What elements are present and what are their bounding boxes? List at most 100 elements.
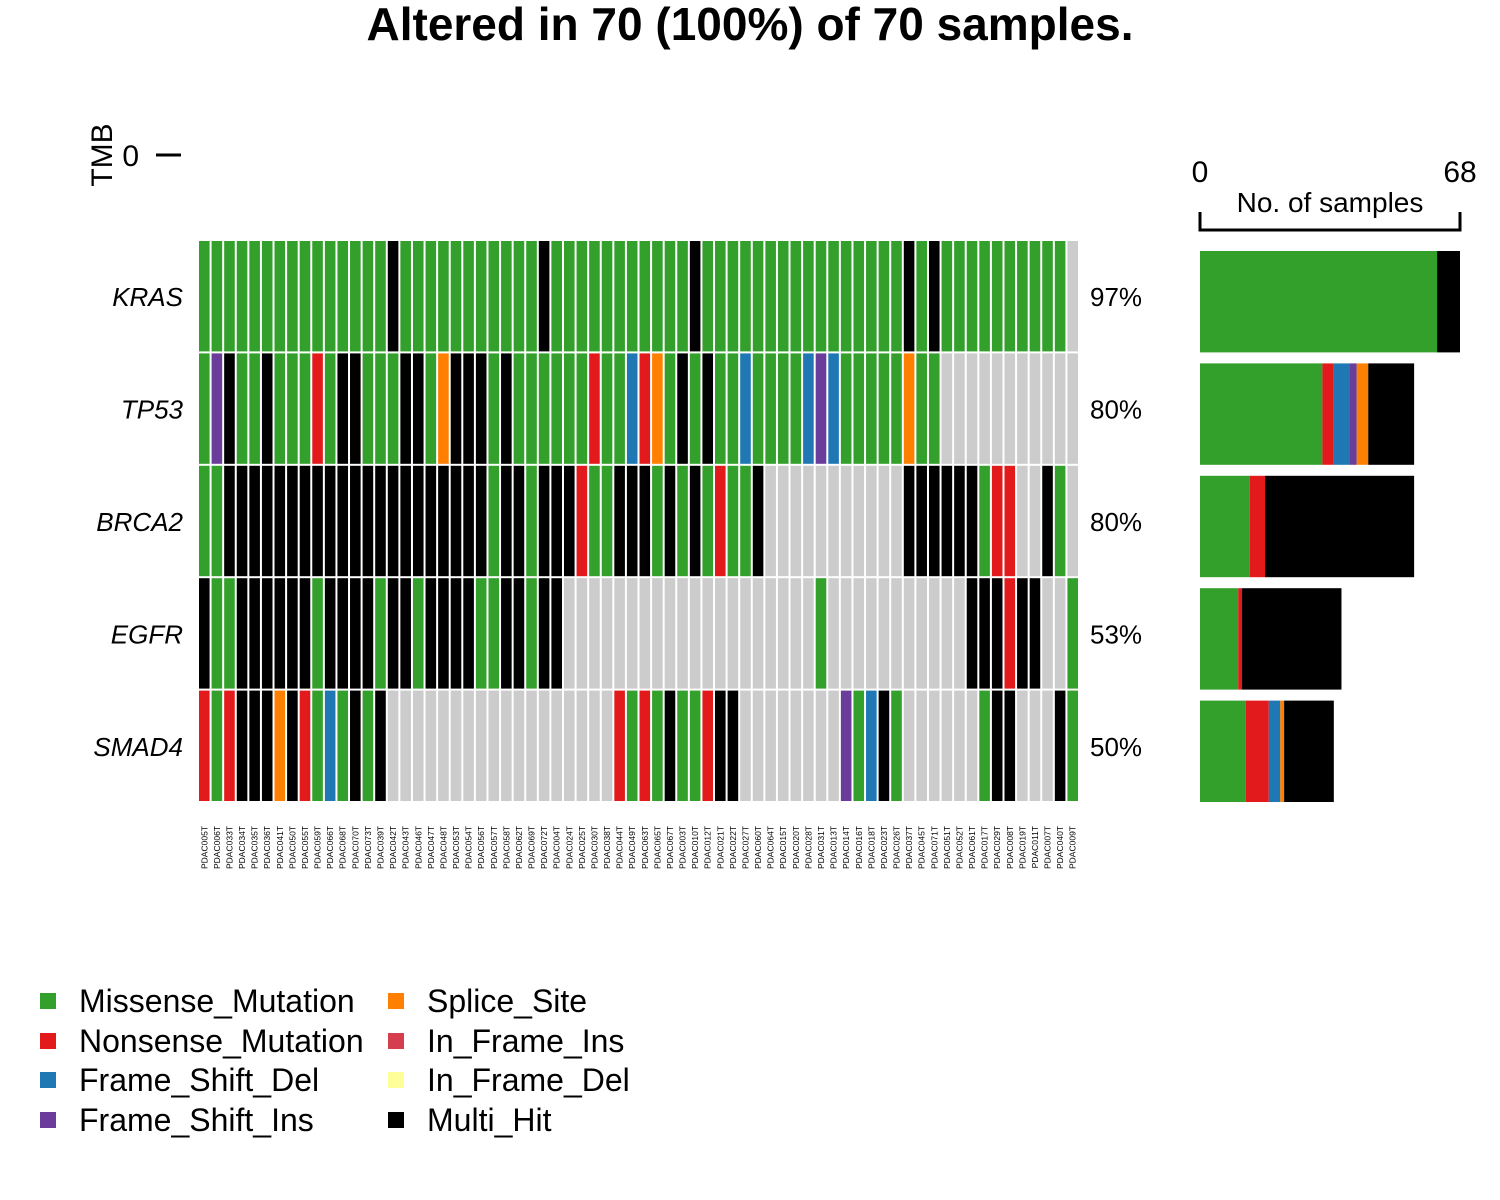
cell-brca2-pdac051t <box>941 465 953 577</box>
cell-brca2-pdac033t <box>224 465 235 577</box>
cell-tp53-pdac046t <box>412 353 424 464</box>
cell-brca2-pdac066t <box>324 465 336 577</box>
cell-brca2-pdac042t <box>387 465 399 577</box>
cell-kras-pdac006t <box>211 241 223 352</box>
cell-kras-pdac043t <box>400 241 411 352</box>
cell-brca2-pdac008t <box>1004 465 1016 577</box>
cell-kras-pdac040t <box>1054 241 1066 352</box>
cell-tp53-pdac015t <box>777 353 789 464</box>
cell-kras-pdac020t <box>790 241 802 352</box>
cell-smad4-pdac013t <box>828 690 839 801</box>
cell-kras-pdac060t <box>752 241 764 352</box>
cell-kras-pdac012t <box>702 241 714 352</box>
legend-label: Splice_Site <box>427 983 588 1019</box>
cell-smad4-pdac029t <box>991 690 1003 801</box>
cell-tp53-pdac034t <box>236 353 248 464</box>
cell-smad4-pdac016t <box>853 690 865 801</box>
cell-brca2-pdac030t <box>589 465 600 577</box>
side-bar-kras-multi_hit <box>1437 251 1460 353</box>
sample-label-pdac015t: PDAC015T <box>778 826 788 869</box>
cell-smad4-pdac063t <box>639 690 651 801</box>
cell-tp53-pdac061t <box>966 353 978 464</box>
sample-label-pdac053t: PDAC053T <box>451 826 461 869</box>
cell-brca2-pdac022t <box>727 465 739 577</box>
cell-tp53-pdac069t <box>526 353 537 464</box>
sample-label-pdac023t: PDAC023T <box>879 826 889 869</box>
cell-tp53-pdac021t <box>715 353 726 464</box>
sample-label-pdac028t: PDAC028T <box>803 826 813 869</box>
cell-brca2-pdac020t <box>790 465 802 577</box>
cell-egfr-pdac017t <box>979 578 990 689</box>
cell-tp53-pdac009t <box>1067 353 1078 464</box>
cell-kras-pdac047t <box>425 241 437 352</box>
cell-egfr-pdac014t <box>840 578 852 689</box>
cell-brca2-pdac016t <box>853 465 865 577</box>
sample-label-pdac010t: PDAC010T <box>690 826 700 869</box>
side-bar-smad4-multi_hit <box>1284 700 1334 802</box>
cell-brca2-pdac026t <box>891 465 902 577</box>
sample-label-pdac055t: PDAC055T <box>300 826 310 869</box>
percent-label-tp53: 80% <box>1090 395 1142 425</box>
cell-smad4-pdac015t <box>777 690 789 801</box>
cell-smad4-pdac068t <box>337 690 349 801</box>
cell-tp53-pdac071t <box>928 353 940 464</box>
cell-egfr-pdac015t <box>777 578 789 689</box>
cell-egfr-pdac008t <box>1004 578 1016 689</box>
sample-label-pdac007t: PDAC007T <box>1043 826 1053 869</box>
cell-tp53-pdac059t <box>312 353 323 464</box>
cell-tp53-pdac017t <box>979 353 990 464</box>
cell-smad4-pdac023t <box>878 690 890 801</box>
cell-smad4-pdac050t <box>287 690 298 801</box>
sample-label-pdac034t: PDAC034T <box>237 826 247 869</box>
cell-tp53-pdac016t <box>853 353 865 464</box>
cell-egfr-pdac053t <box>450 578 462 689</box>
cell-tp53-pdac025t <box>576 353 588 464</box>
cell-smad4-pdac025t <box>576 690 588 801</box>
sample-label-pdac016t: PDAC016T <box>854 826 864 869</box>
cell-egfr-pdac057t <box>488 578 500 689</box>
side-axis-min-label: 0 <box>1192 156 1209 189</box>
cell-egfr-pdac019t <box>1017 578 1028 689</box>
sample-label-pdac068t: PDAC068T <box>338 826 348 869</box>
cell-kras-pdac044t <box>614 241 625 352</box>
cell-egfr-pdac038t <box>601 578 613 689</box>
cell-tp53-pdac056t <box>475 353 487 464</box>
sample-label-pdac046t: PDAC046T <box>413 826 423 869</box>
cell-tp53-pdac004t <box>551 353 562 464</box>
side-bar-tp53-multi_hit <box>1368 363 1415 465</box>
cell-kras-pdac042t <box>387 241 399 352</box>
cell-kras-pdac070t <box>350 241 361 352</box>
cell-brca2-pdac029t <box>991 465 1003 577</box>
cell-brca2-pdac019t <box>1017 465 1028 577</box>
cell-tp53-pdac050t <box>287 353 298 464</box>
cell-smad4-pdac024t <box>563 690 575 801</box>
cell-smad4-pdac009t <box>1067 690 1078 801</box>
cell-brca2-pdac024t <box>563 465 575 577</box>
cell-tp53-pdac052t <box>954 353 965 464</box>
cell-smad4-pdac017t <box>979 690 990 801</box>
legend-swatch-in-frame-ins <box>388 1032 404 1049</box>
cell-egfr-pdac073t <box>362 578 374 689</box>
cell-smad4-pdac031t <box>815 690 827 801</box>
cell-tp53-pdac024t <box>563 353 575 464</box>
side-bar-smad4-nonsense_mutation <box>1245 700 1269 802</box>
sample-label-pdac040t: PDAC040T <box>1055 826 1065 869</box>
cell-egfr-pdac051t <box>941 578 953 689</box>
tmb-tick-label: 0 <box>122 140 139 173</box>
cell-egfr-pdac029t <box>991 578 1003 689</box>
cell-smad4-pdac010t <box>689 690 701 801</box>
cell-smad4-pdac027t <box>740 690 751 801</box>
cell-smad4-pdac064t <box>765 690 776 801</box>
cell-egfr-pdac072t <box>538 578 550 689</box>
sample-label-pdac065t: PDAC065T <box>652 826 662 869</box>
sample-label-pdac036t: PDAC036T <box>262 826 272 869</box>
cell-tp53-pdac018t <box>866 353 877 464</box>
cell-brca2-pdac047t <box>425 465 437 577</box>
cell-kras-pdac010t <box>689 241 701 352</box>
cell-kras-pdac058t <box>501 241 512 352</box>
sample-label-pdac033t: PDAC033T <box>224 826 234 869</box>
sample-label-pdac059t: PDAC059T <box>313 826 323 869</box>
side-bar-tp53-nonsense_mutation <box>1322 363 1334 465</box>
cell-tp53-pdac057t <box>488 353 500 464</box>
cell-brca2-pdac034t <box>236 465 248 577</box>
